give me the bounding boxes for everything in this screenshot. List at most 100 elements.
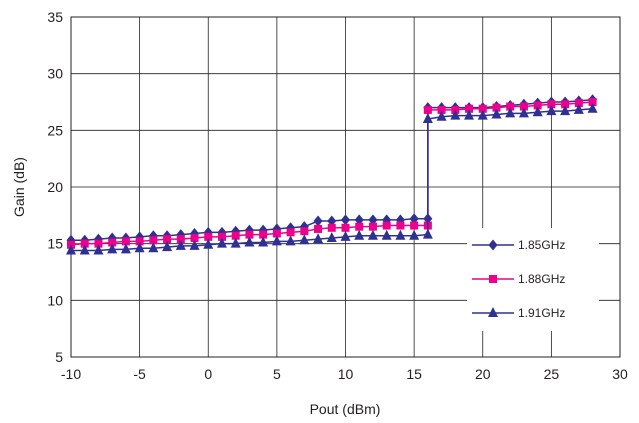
data-point-square — [259, 230, 268, 239]
data-point-triangle — [422, 228, 433, 239]
series-1.91GHz — [66, 102, 598, 255]
data-point-square — [478, 104, 487, 113]
data-point-triangle — [477, 109, 488, 120]
data-point-triangle — [216, 237, 227, 248]
data-point-triangle — [148, 242, 159, 253]
data-point-triangle — [203, 238, 214, 249]
data-point-triangle — [587, 102, 598, 113]
data-point-triangle — [450, 109, 461, 120]
data-point-triangle — [175, 239, 186, 250]
data-point-triangle — [367, 229, 378, 240]
data-point-triangle — [395, 229, 406, 240]
x-tick-label: 5 — [273, 366, 281, 382]
x-tick-label: 15 — [406, 366, 422, 382]
y-tick-label: 35 — [47, 9, 63, 25]
legend-marker-square — [489, 275, 497, 283]
data-point-triangle — [381, 229, 392, 240]
data-point-square — [135, 237, 144, 246]
x-tick-label: 0 — [204, 366, 212, 382]
data-point-square — [300, 227, 309, 236]
data-point-triangle — [244, 236, 255, 247]
data-point-triangle — [532, 106, 543, 117]
x-tick-label: 10 — [338, 366, 354, 382]
legend-label: 1.88GHz — [518, 272, 565, 286]
x-tick-label: -5 — [133, 366, 146, 382]
data-point-square — [410, 221, 419, 230]
data-point-square — [163, 235, 172, 244]
y-tick-label: 30 — [47, 66, 63, 82]
data-point-square — [286, 228, 295, 237]
data-point-square — [561, 100, 570, 109]
data-point-diamond — [354, 214, 364, 226]
data-point-square — [506, 102, 515, 111]
series-layer — [66, 94, 598, 255]
data-point-square — [176, 235, 185, 244]
data-point-triangle — [93, 244, 104, 255]
y-tick-label: 5 — [55, 349, 63, 365]
data-point-square — [204, 232, 213, 241]
data-point-triangle — [491, 108, 502, 119]
data-point-square — [80, 239, 89, 248]
series-line — [71, 98, 593, 242]
data-point-triangle — [285, 235, 296, 246]
legend-marker-diamond — [488, 239, 498, 251]
data-point-diamond — [341, 214, 350, 226]
data-point-triangle — [546, 105, 557, 116]
y-tick-label: 15 — [47, 236, 63, 252]
data-point-square — [190, 234, 199, 242]
data-point-square — [341, 223, 350, 232]
data-point-square — [94, 239, 103, 248]
data-point-square — [314, 224, 323, 233]
data-point-square — [108, 238, 117, 247]
data-point-square — [368, 222, 377, 231]
data-point-square — [533, 101, 542, 110]
x-axis-label: Pout (dBm) — [310, 401, 381, 417]
x-tick-label: 30 — [612, 366, 628, 382]
data-point-triangle — [120, 243, 131, 254]
data-point-square — [465, 104, 474, 113]
data-point-triangle — [560, 105, 571, 116]
x-tick-label: 25 — [544, 366, 560, 382]
data-point-diamond — [313, 215, 323, 227]
data-point-square — [382, 221, 391, 230]
tick-labels: -10 -5 0 5 10 15 20 25 30 5 10 15 20 25 30 35 — [47, 9, 628, 382]
data-point-triangle — [518, 107, 529, 118]
x-tick-label: 20 — [475, 366, 491, 382]
data-point-triangle — [422, 113, 433, 123]
data-point-triangle — [354, 229, 365, 240]
data-point-square — [588, 98, 597, 106]
data-point-square — [519, 102, 528, 111]
data-point-triangle — [299, 234, 310, 245]
series-line — [70, 101, 593, 246]
data-point-diamond — [327, 215, 337, 227]
data-point-triangle — [107, 243, 118, 254]
data-point-triangle — [573, 103, 584, 114]
legend-label: 1.85GHz — [518, 238, 565, 252]
data-point-square — [437, 105, 446, 114]
y-axis-label: Gain (dB) — [11, 157, 27, 217]
data-point-triangle — [464, 109, 475, 120]
y-tick-label: 10 — [47, 292, 63, 308]
series-line — [71, 108, 593, 252]
data-point-triangle — [326, 232, 337, 242]
data-point-square — [396, 221, 405, 230]
legend: 1.85GHz 1.88GHz 1.91GHz — [467, 228, 599, 331]
data-point-square — [245, 230, 254, 239]
data-point-diamond — [409, 213, 419, 225]
x-tick-label: -10 — [61, 366, 81, 382]
data-point-triangle — [409, 229, 420, 240]
data-point-triangle — [340, 230, 351, 241]
data-point-triangle — [66, 244, 76, 255]
y-tick-label: 25 — [47, 122, 63, 138]
data-point-square — [327, 223, 336, 232]
data-point-square — [217, 232, 226, 241]
data-point-square — [492, 103, 501, 112]
data-point-triangle — [505, 107, 516, 118]
data-point-square — [149, 236, 158, 245]
data-point-triangle — [230, 237, 241, 248]
legend-label: 1.91GHz — [518, 306, 565, 320]
data-point-triangle — [271, 235, 282, 246]
data-point-triangle — [313, 233, 324, 244]
data-point-square — [574, 99, 583, 108]
